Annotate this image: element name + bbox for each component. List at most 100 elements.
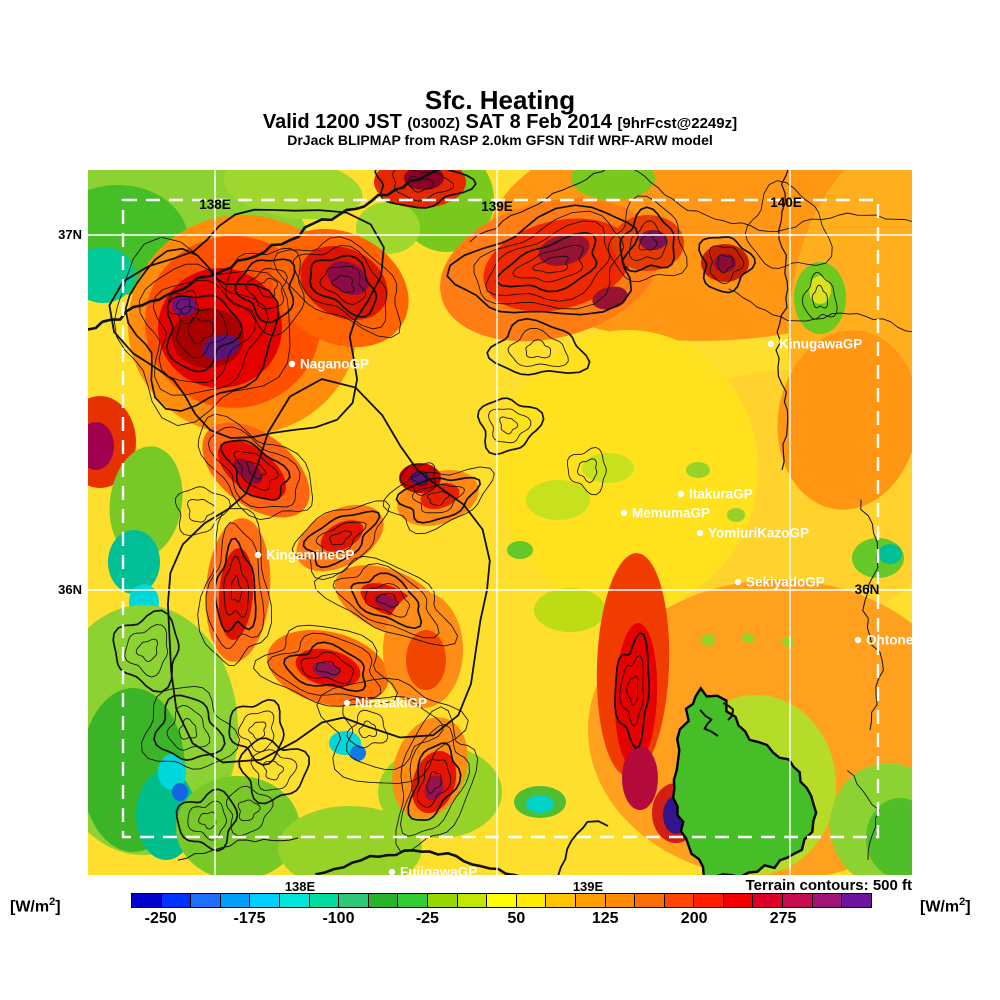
terrain-contour (619, 654, 644, 727)
colorbar-segment (161, 894, 192, 907)
valid-time-line: Valid 1200 JST (0300Z) SAT 8 Feb 2014 [9… (0, 111, 1000, 134)
heat-blob (327, 261, 369, 295)
terrain-contour (300, 651, 355, 684)
colorbar-segment (546, 894, 576, 907)
valid-date: SAT 8 Feb 2014 (465, 111, 612, 133)
heat-blob (404, 170, 444, 190)
terrain-contour (382, 466, 495, 535)
site-dot (734, 578, 742, 586)
terrain-contour (225, 785, 274, 836)
colorbar-segment (427, 894, 458, 907)
colorbar-segment (132, 894, 162, 907)
terrain-contour (237, 710, 275, 753)
site-dot (854, 636, 862, 644)
colorbar-segment (605, 894, 636, 907)
heat-blob (714, 254, 736, 272)
heat-blob (592, 286, 628, 310)
site-dot (620, 509, 628, 517)
colorbar-segment (457, 894, 488, 907)
terrain-line (557, 820, 609, 875)
terrain-contour (175, 486, 231, 536)
site-label: SekiyadoGP (746, 575, 825, 590)
terrain-contour (262, 760, 284, 781)
heat-blob (507, 541, 533, 559)
terrain-contour (124, 624, 168, 678)
lon-label-top: 138E (199, 197, 231, 212)
terrain-contour (342, 696, 444, 770)
terrain-contour (358, 720, 377, 739)
terrain-contour (233, 450, 279, 491)
terrain-contour (507, 327, 569, 367)
terrain-contour (224, 247, 305, 337)
terrain-contour (364, 582, 410, 618)
colorbar-segment (723, 894, 754, 907)
terrain-contour (607, 195, 688, 283)
terrain-contour (512, 244, 584, 283)
model-line: DrJack BLIPMAP from RASP 2.0km GFSN Tdif… (287, 132, 713, 148)
site-label: ItakuraGP (689, 487, 753, 502)
colorbar-segment (279, 894, 310, 907)
page-title: Sfc. Heating (424, 85, 576, 115)
terrain-contour (246, 460, 267, 480)
colorbar-segment (635, 894, 665, 907)
terrain-contour (176, 306, 228, 359)
terrain-contour (626, 675, 639, 706)
lat-label-margin: 37N (58, 227, 82, 242)
heat-blob (639, 230, 667, 250)
heat-blob (866, 798, 912, 875)
terrain-line (775, 170, 789, 471)
terrain-contour (198, 811, 217, 830)
heat-blob (686, 462, 710, 478)
colorbar-tick-label: 50 (507, 910, 526, 927)
site-label: YomiuriKazoGP (708, 526, 809, 541)
terrain-contour (374, 170, 477, 209)
terrain-contour (426, 770, 442, 795)
terrain-contour (267, 632, 382, 699)
heat-blob (109, 446, 183, 558)
heat-blob (350, 745, 366, 761)
colorbar (131, 893, 872, 908)
heat-blob (88, 422, 114, 470)
heat-blob (701, 634, 715, 646)
terrain-contour (228, 698, 285, 766)
heat-blob (742, 633, 754, 643)
terrain-contour (234, 258, 296, 324)
colorbar-segment (664, 894, 695, 907)
terrain-contour (407, 175, 435, 193)
lat-label-inside: 36N (855, 582, 880, 597)
terrain-contour (153, 694, 226, 761)
colorbar-segment (191, 894, 221, 907)
heat-blob (622, 746, 658, 810)
terrain-line (847, 770, 880, 861)
terrain-contour (801, 271, 838, 320)
heat-blob (172, 296, 196, 316)
lat-label-margin: 36N (58, 582, 82, 597)
terrain-contour (313, 555, 459, 647)
terrain-contour (166, 290, 200, 325)
terrain-contour (302, 510, 381, 569)
terrain-contour (399, 462, 437, 496)
colorbar-segment (220, 894, 251, 907)
site-label: NaganoGP (300, 357, 369, 372)
terrain-contour (499, 416, 519, 435)
colorbar-segment (753, 894, 784, 907)
terrain-contour (319, 265, 366, 305)
terrain-contour (532, 255, 569, 274)
lon-label-bottom: 139E (572, 879, 604, 894)
heat-blob (809, 276, 831, 304)
terrain-contour (238, 737, 310, 805)
lon-label-top: 140E (770, 195, 802, 210)
site-dot (767, 340, 775, 348)
terrain-contour (744, 180, 833, 269)
terrain-contour (411, 483, 465, 514)
terrain-contour (245, 267, 288, 310)
heat-blob (172, 783, 188, 801)
terrain-contour (416, 759, 452, 809)
colorbar-tick-label: -175 (233, 910, 266, 927)
heat-blob (614, 623, 658, 767)
colorbar-segment (398, 894, 428, 907)
unit-label-right: [W/m2] (920, 896, 971, 916)
colorbar-tick-label: 200 (680, 910, 708, 927)
terrain-contour (331, 275, 355, 294)
